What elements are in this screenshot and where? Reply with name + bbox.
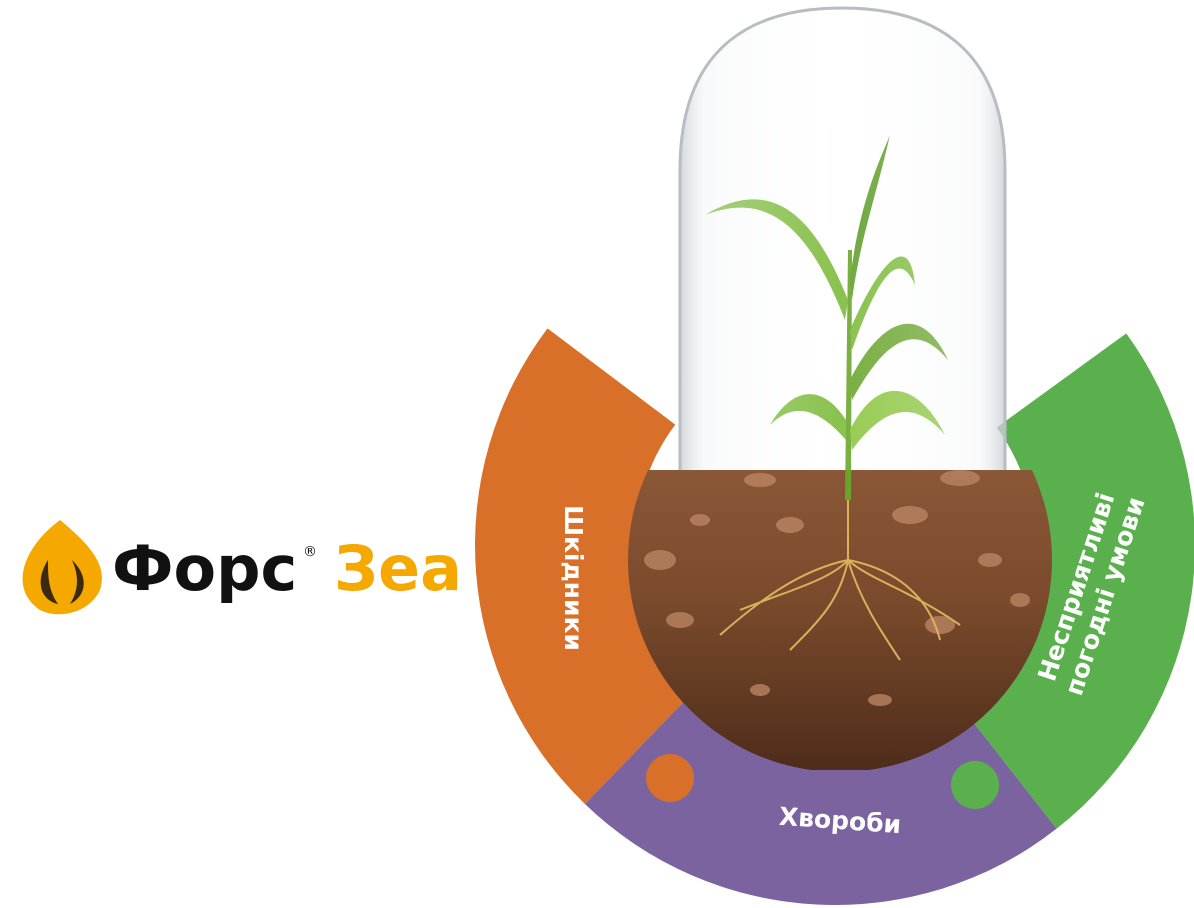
roots (719, 500, 961, 661)
logo-icon (22, 520, 102, 615)
logo: Форс ® Зеа (22, 520, 462, 615)
soil-body (628, 470, 1052, 770)
ring-segment (475, 328, 697, 804)
logo-icon-detail (40, 560, 84, 604)
soil (628, 470, 1052, 770)
stones (644, 470, 1030, 706)
logo-brand: Форс (112, 532, 297, 605)
logo-product: Зеа (334, 532, 462, 605)
puzzle-knob (646, 754, 694, 802)
segment-label: Шкідники (559, 505, 588, 651)
glass-dome (678, 6, 1007, 470)
ring-segment (958, 333, 1194, 829)
puzzle-knob (951, 761, 999, 809)
logo-registered: ® (303, 544, 317, 560)
